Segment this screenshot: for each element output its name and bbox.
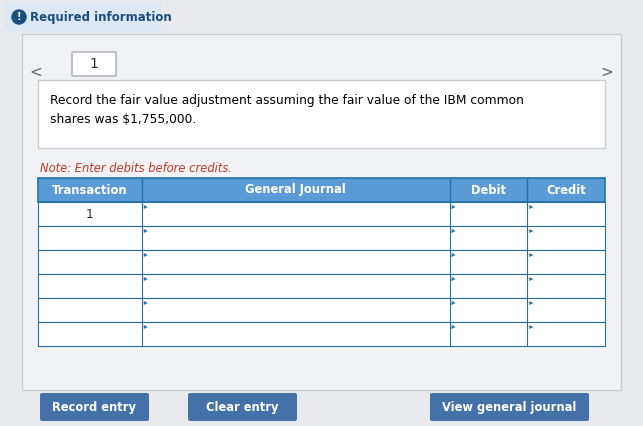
Text: Note: Enter debits before credits.: Note: Enter debits before credits. — [40, 162, 232, 175]
Text: Required information: Required information — [30, 11, 172, 23]
Polygon shape — [144, 277, 148, 281]
Polygon shape — [451, 301, 456, 305]
Bar — [38, 250, 605, 274]
Text: shares was $1,755,000.: shares was $1,755,000. — [50, 113, 196, 126]
Polygon shape — [451, 205, 456, 209]
Text: General Journal: General Journal — [246, 184, 346, 196]
Polygon shape — [451, 229, 456, 233]
Polygon shape — [144, 229, 148, 233]
Bar — [38, 80, 605, 148]
Bar — [38, 226, 605, 250]
Bar — [38, 274, 605, 298]
Polygon shape — [529, 229, 533, 233]
Polygon shape — [451, 325, 456, 329]
Polygon shape — [529, 301, 533, 305]
Polygon shape — [144, 253, 148, 257]
FancyBboxPatch shape — [72, 52, 116, 76]
Text: Transaction: Transaction — [52, 184, 128, 196]
Polygon shape — [529, 205, 533, 209]
Text: !: ! — [17, 12, 21, 22]
Text: <: < — [30, 64, 42, 80]
Bar — [38, 178, 605, 202]
FancyBboxPatch shape — [40, 393, 149, 421]
Bar — [38, 202, 605, 226]
Text: 1: 1 — [86, 207, 94, 221]
Text: Debit: Debit — [471, 184, 506, 196]
Polygon shape — [451, 277, 456, 281]
Text: Record the fair value adjustment assuming the fair value of the IBM common: Record the fair value adjustment assumin… — [50, 94, 524, 107]
FancyBboxPatch shape — [5, 3, 161, 31]
Text: Credit: Credit — [547, 184, 586, 196]
Text: 1: 1 — [89, 57, 98, 71]
FancyBboxPatch shape — [188, 393, 297, 421]
Text: >: > — [601, 64, 613, 80]
Polygon shape — [144, 205, 148, 209]
Polygon shape — [529, 277, 533, 281]
Polygon shape — [451, 253, 456, 257]
Text: Record entry: Record entry — [53, 400, 136, 414]
FancyBboxPatch shape — [430, 393, 589, 421]
Polygon shape — [529, 253, 533, 257]
Bar — [22, 34, 621, 390]
Bar — [38, 298, 605, 322]
Polygon shape — [144, 301, 148, 305]
Polygon shape — [529, 325, 533, 329]
Polygon shape — [144, 325, 148, 329]
Text: View general journal: View general journal — [442, 400, 577, 414]
Bar — [38, 322, 605, 346]
Text: Clear entry: Clear entry — [206, 400, 279, 414]
Circle shape — [12, 10, 26, 24]
